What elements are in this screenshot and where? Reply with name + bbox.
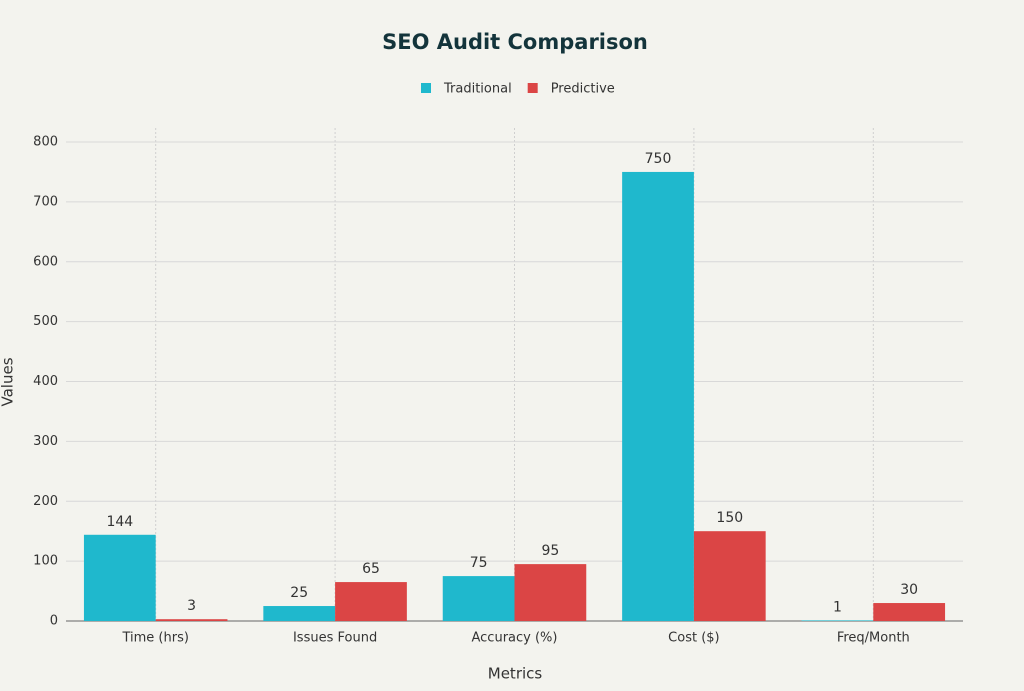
- data-label: 3: [187, 598, 196, 614]
- x-axis-title: Metrics: [488, 665, 543, 683]
- legend-label: Predictive: [551, 82, 615, 97]
- x-tick-label: Freq/Month: [837, 631, 910, 646]
- bar: [263, 606, 336, 621]
- y-tick-label: 0: [50, 614, 58, 629]
- data-label: 75: [470, 555, 488, 571]
- legend-label: Traditional: [443, 82, 512, 97]
- bar: [514, 564, 587, 621]
- x-tick-label: Accuracy (%): [472, 631, 558, 646]
- bar: [873, 603, 946, 621]
- legend-swatch: [527, 83, 538, 93]
- bar: [83, 534, 156, 621]
- data-label: 25: [290, 585, 308, 601]
- data-label: 30: [900, 582, 918, 598]
- y-axis-title: Values: [0, 357, 17, 406]
- data-label: 1: [833, 599, 842, 615]
- bar: [335, 582, 407, 621]
- y-tick-label: 800: [33, 135, 58, 150]
- y-tick-label: 300: [33, 434, 58, 449]
- y-tick-label: 200: [33, 494, 58, 509]
- bar: [693, 531, 766, 621]
- y-tick-label: 100: [33, 554, 58, 569]
- x-tick-label: Time (hrs): [121, 631, 188, 646]
- bar: [801, 620, 874, 621]
- y-tick-label: 400: [33, 374, 58, 389]
- x-tick-label: Cost ($): [668, 631, 719, 646]
- data-label: 150: [716, 510, 743, 526]
- data-label: 750: [645, 151, 672, 167]
- bar: [622, 171, 694, 621]
- chart-title: SEO Audit Comparison: [382, 30, 648, 54]
- x-tick-label: Issues Found: [293, 631, 377, 646]
- y-tick-label: 700: [33, 194, 58, 209]
- data-label: 65: [362, 561, 380, 577]
- y-tick-label: 500: [33, 314, 58, 329]
- y-tick-label: 600: [33, 254, 58, 269]
- bar: [155, 619, 228, 621]
- data-label: 144: [106, 514, 133, 530]
- data-label: 95: [541, 543, 559, 559]
- bar: [442, 576, 515, 621]
- legend-swatch: [421, 83, 431, 93]
